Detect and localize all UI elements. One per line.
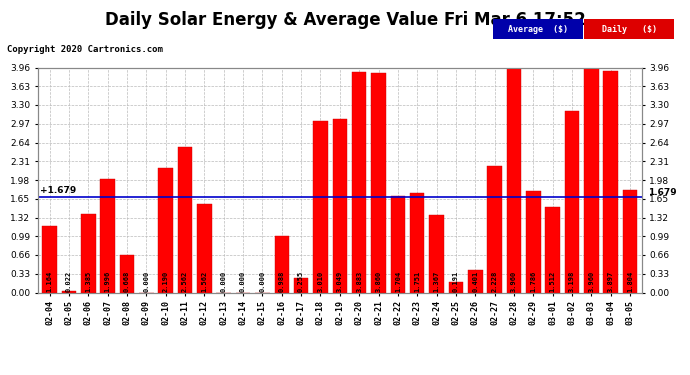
Text: 1.996: 1.996 [105,271,110,292]
Text: 3.960: 3.960 [511,271,517,292]
Bar [545,207,560,292]
Text: Average  ($): Average ($) [509,25,568,34]
Text: Daily Solar Energy & Average Value Fri Mar 6 17:52: Daily Solar Energy & Average Value Fri M… [105,11,585,29]
Text: 2.190: 2.190 [163,271,168,292]
Bar [333,119,347,292]
Bar [604,71,618,292]
Text: 3.010: 3.010 [317,271,324,292]
Bar [410,193,424,292]
Text: 0.668: 0.668 [124,271,130,292]
Text: 3.883: 3.883 [356,271,362,292]
Bar [487,166,502,292]
Text: 1.704: 1.704 [395,271,401,292]
Text: 0.022: 0.022 [66,271,72,292]
Text: 1.679: 1.679 [648,188,676,197]
Bar [100,179,115,292]
Text: 2.562: 2.562 [182,271,188,292]
Bar [584,68,599,292]
Text: Copyright 2020 Cartronics.com: Copyright 2020 Cartronics.com [7,45,163,54]
Bar [352,72,366,292]
Bar [565,111,580,292]
Bar [61,291,76,292]
Text: 1.786: 1.786 [531,271,536,292]
Bar [119,255,135,292]
Text: 1.751: 1.751 [414,271,420,292]
Bar [294,278,308,292]
Text: 0.988: 0.988 [279,271,285,292]
Text: 0.000: 0.000 [221,271,227,292]
Bar [448,282,463,292]
Bar [623,190,638,292]
Text: 3.860: 3.860 [375,271,382,292]
Text: 3.897: 3.897 [608,271,613,292]
Bar [506,68,521,292]
Text: 3.960: 3.960 [589,271,594,292]
Text: 3.198: 3.198 [569,271,575,292]
Bar [429,215,444,292]
Text: 0.000: 0.000 [144,271,149,292]
Bar [275,236,289,292]
Text: 3.049: 3.049 [337,271,343,292]
Text: 1.367: 1.367 [433,271,440,292]
Text: 1.562: 1.562 [201,271,208,292]
Text: Daily   ($): Daily ($) [602,25,657,34]
Bar [371,73,386,292]
Text: +1.679: +1.679 [40,186,76,195]
Text: 1.164: 1.164 [46,271,52,292]
Bar [313,122,328,292]
Text: 1.385: 1.385 [86,271,91,292]
Bar [81,214,95,292]
Bar [42,226,57,292]
Text: 1.512: 1.512 [550,271,555,292]
Text: 0.401: 0.401 [472,271,478,292]
Bar [468,270,482,292]
Text: 1.804: 1.804 [627,271,633,292]
Bar [391,196,405,292]
Bar [197,204,212,292]
Bar [159,168,173,292]
Text: 0.000: 0.000 [240,271,246,292]
Text: 0.000: 0.000 [259,271,266,292]
Bar [526,191,540,292]
Text: 2.228: 2.228 [492,271,497,292]
Text: 0.255: 0.255 [298,271,304,292]
Text: 0.191: 0.191 [453,271,459,292]
Bar [178,147,193,292]
